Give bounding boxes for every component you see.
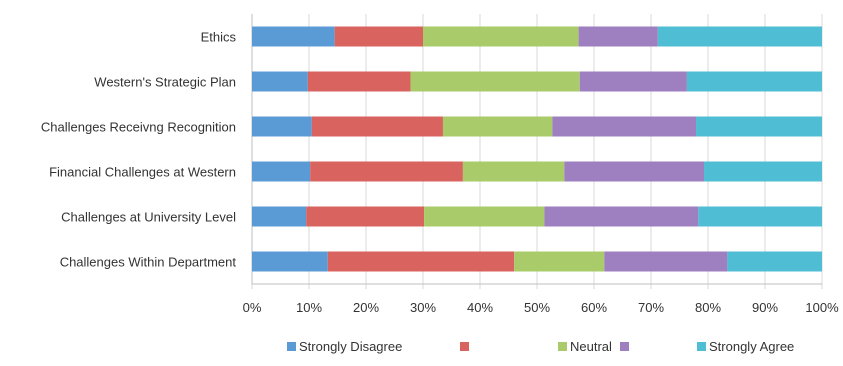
bar-segment (514, 251, 605, 272)
bar-segment (442, 116, 553, 137)
bar-segment (252, 116, 312, 137)
bar-segment (327, 251, 515, 272)
category-label: Ethics (201, 30, 237, 45)
bar-segment (544, 206, 699, 227)
category-labels: Ethics Western's Strategic Plan Challenges… (41, 30, 237, 270)
bars (252, 26, 822, 272)
x-tick-label: 50% (524, 300, 550, 315)
bar-segment (686, 71, 822, 92)
bar-segment (252, 161, 311, 182)
legend-swatch (558, 342, 567, 351)
x-tick-label: 80% (695, 300, 721, 315)
bar-segment (579, 71, 687, 92)
x-tick-label: 90% (752, 300, 778, 315)
gridlines (251, 14, 823, 289)
bar-segment (252, 71, 308, 92)
bar-segment (307, 71, 411, 92)
category-label: Challenges Within Department (60, 255, 237, 270)
bar-segment (727, 251, 822, 272)
category-label: Challenges Receivng Recognition (41, 120, 236, 135)
bar-segment (423, 26, 579, 47)
legend-swatch (460, 342, 469, 351)
legend-swatch (620, 342, 629, 351)
bar-segment (334, 26, 423, 47)
x-tick-label: 70% (638, 300, 664, 315)
category-label: Challenges at University Level (61, 210, 236, 225)
bar-segment (564, 161, 705, 182)
bar-segment (310, 161, 463, 182)
x-tick-label: 30% (410, 300, 436, 315)
bar-segment (462, 161, 565, 182)
category-label: Western's Strategic Plan (94, 75, 236, 90)
bar-segment (657, 26, 822, 47)
bar-segment (311, 116, 443, 137)
x-axis-tick-labels: 0% 10% 20% 30% 40% 50% 60% 70% 80% 90% 100% (243, 300, 839, 315)
legend-swatch (287, 342, 296, 351)
bar-segment (252, 251, 328, 272)
bar-segment (604, 251, 728, 272)
x-tick-label: 100% (805, 300, 839, 315)
x-tick-label: 20% (353, 300, 379, 315)
legend-label: Strongly Disagree (299, 339, 402, 354)
legend-label: Neutral (570, 339, 612, 354)
bar-segment (252, 26, 335, 47)
bar-segment (698, 206, 822, 227)
bar-segment (252, 206, 307, 227)
category-label: Financial Challenges at Western (49, 165, 236, 180)
bar-segment (704, 161, 822, 182)
legend-swatch (697, 342, 706, 351)
x-tick-label: 0% (243, 300, 262, 315)
legend-label: Strongly Agree (709, 339, 794, 354)
bar-segment (424, 206, 545, 227)
bar-segment (696, 116, 822, 137)
bar-segment (306, 206, 425, 227)
legend: Strongly Disagree Neutral Strongly Agree (287, 339, 794, 354)
x-tick-label: 40% (467, 300, 493, 315)
x-tick-label: 10% (296, 300, 322, 315)
bar-segment (410, 71, 580, 92)
bar-segment (578, 26, 658, 47)
x-tick-label: 60% (581, 300, 607, 315)
bar-segment (552, 116, 697, 137)
